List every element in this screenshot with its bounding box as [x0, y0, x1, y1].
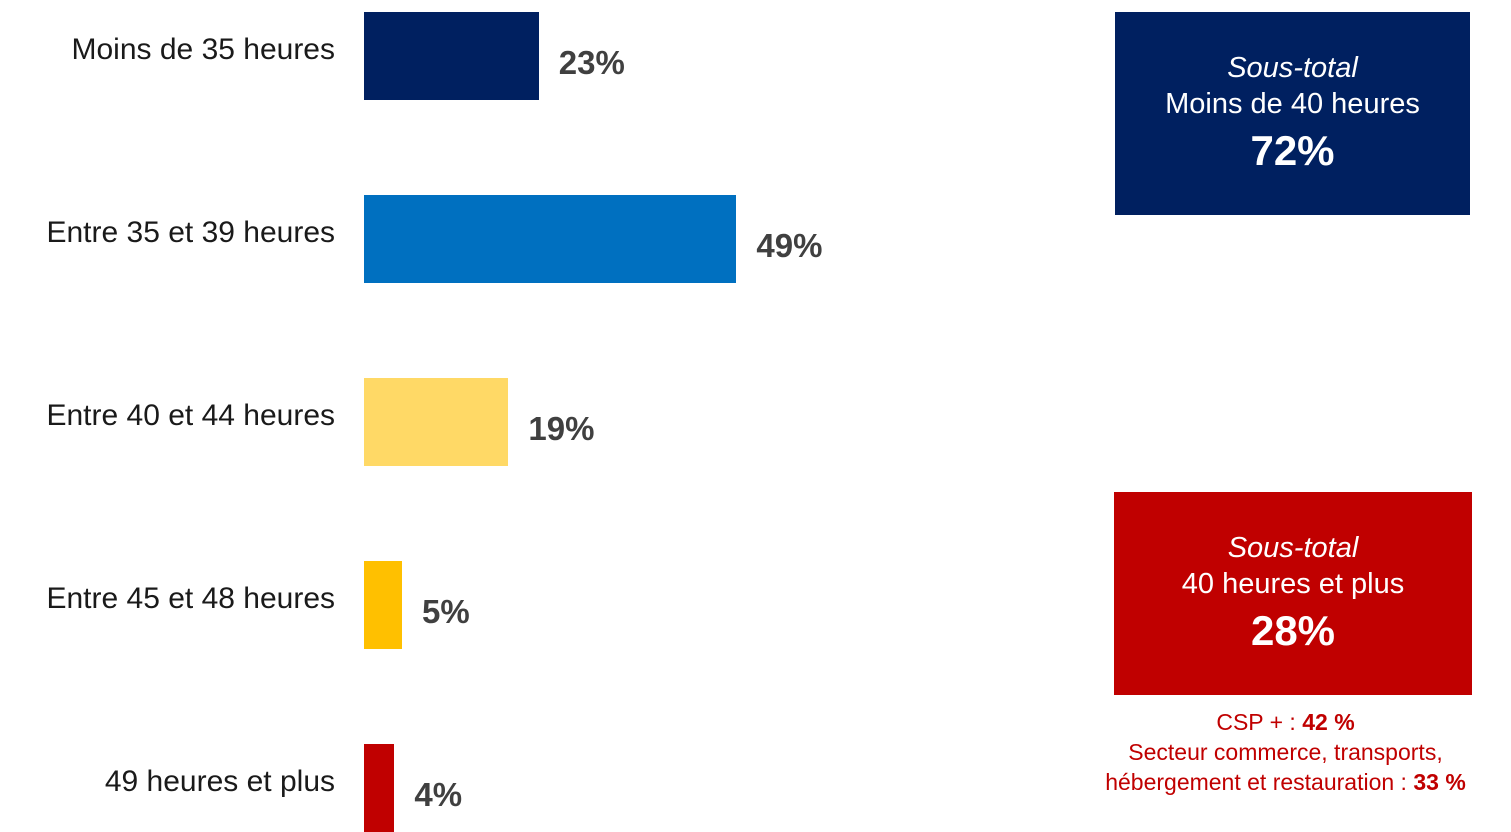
- bar: [364, 378, 509, 466]
- data-label: 4%: [414, 776, 463, 813]
- subtotal-value: 72%: [1250, 126, 1335, 174]
- subtotal-label: Moins de 40 heures: [1165, 88, 1420, 121]
- category-label: Entre 45 et 48 heures: [46, 582, 335, 615]
- category-label: Moins de 35 heures: [71, 33, 336, 66]
- data-label: 5%: [422, 593, 470, 630]
- subtotal-label: 40 heures et plus: [1181, 568, 1405, 601]
- data-label: 23%: [558, 44, 625, 81]
- subtotal-box-40-plus: Sous-total 40 heures et plus 28%: [1114, 492, 1472, 695]
- bar: [364, 195, 737, 283]
- subtotal-value: 28%: [1250, 606, 1336, 654]
- bar: [364, 561, 402, 649]
- detail-note: CSP + : 42 % Secteur commerce, transport…: [1060, 708, 1511, 798]
- note-line-csp: CSP + : 42 %: [1216, 709, 1355, 735]
- data-label: 19%: [528, 410, 595, 447]
- note-sector-value: 33 %: [1413, 768, 1466, 795]
- note-csp-value: 42 %: [1302, 709, 1355, 735]
- subtotal-title: Sous-total: [1227, 52, 1358, 84]
- category-label: Entre 40 et 44 heures: [46, 399, 335, 432]
- note-line-sector: Secteur commerce, transports,: [1128, 738, 1443, 765]
- category-label: Entre 35 et 39 heures: [46, 216, 335, 249]
- bar: [364, 12, 539, 100]
- subtotal-box-under-40: Sous-total Moins de 40 heures 72%: [1115, 12, 1470, 215]
- bar: [364, 744, 395, 832]
- subtotal-title: Sous-total: [1227, 532, 1359, 564]
- note-line-sector-value: hébergement et restauration : 33 %: [1105, 768, 1466, 795]
- data-label: 49%: [756, 227, 823, 264]
- category-label: 49 heures et plus: [104, 765, 335, 798]
